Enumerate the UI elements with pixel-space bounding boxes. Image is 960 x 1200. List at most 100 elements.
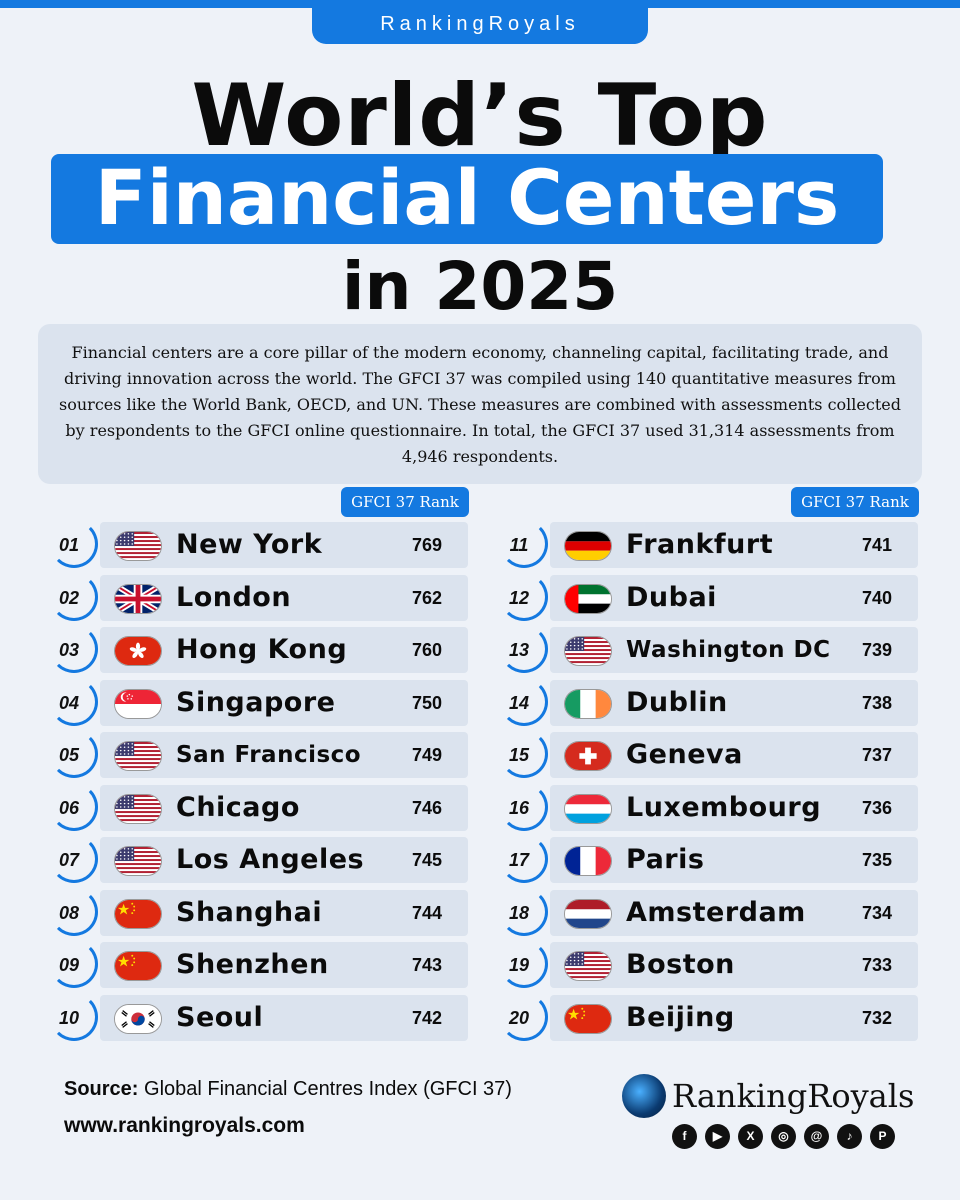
ranking-row: 08 Shanghai 744 [50, 887, 468, 936]
rank-circle [500, 572, 548, 621]
city-name: Amsterdam [626, 896, 806, 928]
nl-flag-icon [564, 898, 612, 929]
rank-number: 09 [58, 955, 80, 975]
ranking-row: 20 Beijing 732 [500, 992, 918, 1041]
ranking-row: 01 New York 769 [50, 520, 468, 568]
gfci-score: 762 [411, 587, 442, 608]
gfci-score: 769 [411, 535, 442, 555]
footer-brand: RankingRoyals [672, 1077, 915, 1115]
gfci-score: 760 [411, 640, 442, 660]
city-name: Boston [626, 949, 735, 980]
cn-flag-icon [564, 1003, 612, 1034]
brand-tab: RankingRoyals [312, 6, 648, 44]
uk-flag-icon [114, 583, 162, 614]
city-name: New York [176, 529, 323, 560]
rank-number: 04 [58, 692, 80, 713]
ranking-row: 17 Paris 735 [500, 835, 918, 883]
gfci-score: 732 [861, 1007, 892, 1028]
ranking-row: 12 Dubai 740 [500, 572, 918, 621]
ranking-row: 15 Geneva 737 [500, 730, 918, 778]
globe-logo-icon [622, 1074, 666, 1118]
youtube-icon[interactable]: ▶ [705, 1124, 730, 1149]
rank-number: 03 [58, 640, 80, 660]
rank-circle [50, 572, 98, 621]
ranking-row: 18 Amsterdam 734 [500, 887, 918, 936]
ranking-row: 04 Singapore 750 [50, 677, 468, 726]
ranking-row: 09 Shenzhen 743 [50, 940, 468, 988]
rank-number: 08 [58, 902, 80, 923]
gfci-score: 734 [861, 902, 892, 923]
title-line-3: in 2025 [341, 248, 619, 325]
rank-number: 15 [508, 745, 530, 765]
rank-number: 01 [58, 535, 80, 555]
rank-circle [50, 625, 98, 673]
source-label: Source: [64, 1078, 139, 1100]
gfci-score: 737 [861, 745, 892, 765]
us-flag-icon [114, 741, 162, 771]
city-name: Washington DC [626, 637, 831, 663]
source-line: Source: Global Financial Centres Index (… [64, 1078, 512, 1101]
rank-circle [50, 730, 98, 778]
source-text: Global Financial Centres Index (GFCI 37) [144, 1078, 512, 1100]
rank-number: 10 [58, 1007, 80, 1028]
gfci-score: 733 [861, 955, 892, 975]
website-link[interactable]: www.rankingroyals.com [64, 1114, 305, 1137]
rank-number: 11 [509, 535, 529, 555]
tiktok-icon[interactable]: ♪ [837, 1124, 862, 1149]
ranking-row: 02 London 762 [50, 572, 468, 621]
rank-number: 20 [508, 1007, 530, 1028]
rank-circle [500, 835, 548, 883]
rank-badge-right: GFCI 37 Rank [791, 487, 919, 517]
rank-circle [500, 940, 548, 988]
hk-flag-icon [114, 636, 162, 666]
rank-number: 02 [58, 587, 80, 608]
us-flag-icon [114, 793, 162, 824]
ranking-row: 06 Chicago 746 [50, 782, 468, 831]
intro-paragraph: Financial centers are a core pillar of t… [38, 324, 922, 484]
threads-icon[interactable]: @ [804, 1124, 829, 1149]
rank-number: 18 [508, 902, 530, 923]
rank-circle [50, 520, 98, 568]
city-name: London [176, 581, 292, 613]
city-name: Frankfurt [626, 529, 774, 560]
instagram-icon[interactable]: ◎ [771, 1124, 796, 1149]
facebook-icon[interactable]: f [672, 1124, 697, 1149]
gfci-score: 746 [411, 797, 442, 818]
rank-circle [500, 730, 548, 778]
gfci-score: 735 [861, 850, 892, 870]
gfci-score: 750 [411, 692, 442, 713]
gfci-score: 739 [861, 640, 892, 660]
rank-number: 16 [508, 797, 530, 818]
cn-flag-icon [114, 951, 162, 981]
ranking-row: 13 Washington DC 739 [500, 625, 918, 673]
city-name: Geneva [626, 739, 743, 770]
ranking-row: 03 Hong Kong 760 [50, 625, 468, 673]
title-line-2: Financial Centers [51, 154, 883, 244]
gfci-score: 743 [411, 955, 442, 975]
city-name: Shanghai [176, 896, 323, 928]
city-name: Dublin [626, 686, 728, 718]
rank-circle [50, 992, 98, 1041]
ranking-row: 11 Frankfurt 741 [500, 520, 918, 568]
gfci-score: 738 [861, 692, 892, 713]
lu-flag-icon [564, 793, 612, 824]
rank-badge-left: GFCI 37 Rank [341, 487, 469, 517]
rank-circle [500, 625, 548, 673]
pinterest-icon[interactable]: P [870, 1124, 895, 1149]
fr-flag-icon [564, 846, 612, 876]
de-flag-icon [564, 531, 612, 561]
gfci-score: 749 [411, 745, 442, 765]
city-name: Beijing [626, 1001, 735, 1033]
city-name: Chicago [176, 791, 300, 823]
gfci-score: 742 [411, 1007, 442, 1028]
x-icon[interactable]: X [738, 1124, 763, 1149]
rank-circle [50, 782, 98, 831]
rank-number: 19 [508, 955, 530, 975]
rank-number: 06 [58, 797, 80, 818]
ranking-row: 07 Los Angeles 745 [50, 835, 468, 883]
us-flag-icon [114, 531, 162, 561]
rank-number: 14 [508, 692, 530, 713]
sg-flag-icon [114, 688, 162, 719]
rank-number: 12 [508, 587, 530, 608]
rank-number: 07 [58, 850, 80, 870]
